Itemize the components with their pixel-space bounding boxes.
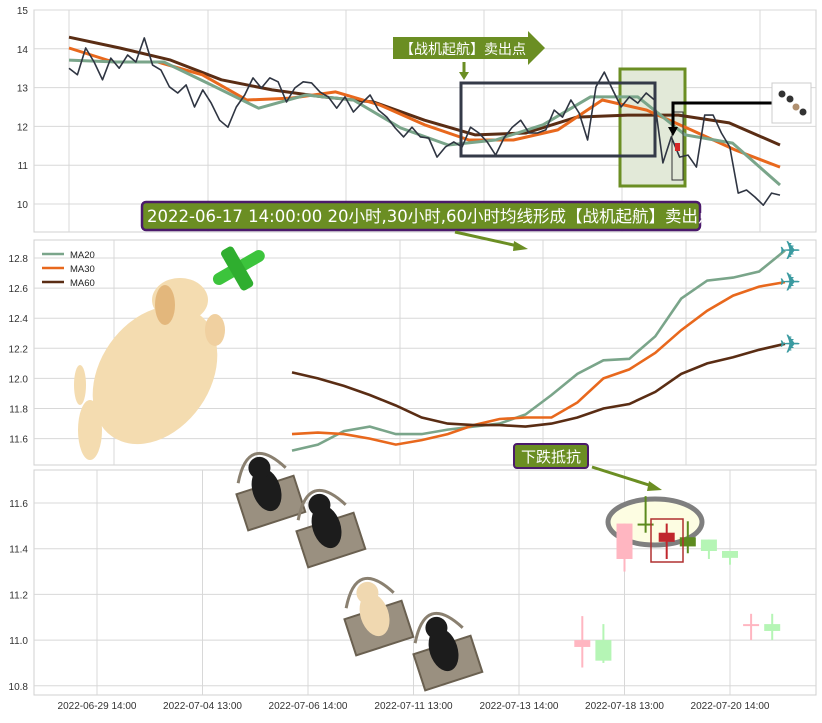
x-tick-label: 2022-07-18 13:00 — [585, 701, 664, 712]
sell-signal-arrow: 【战机起航】卖出点 — [393, 31, 545, 80]
dog-body — [311, 505, 342, 549]
caption-box: 2022-06-17 14:00:00 20小时,30小时,60小时均线形成【战… — [140, 200, 714, 232]
mid-ma20-line — [291, 249, 786, 452]
candle-body — [637, 523, 654, 526]
dog-with-plane-illustration — [74, 246, 265, 460]
candle-body — [764, 624, 781, 631]
red-candle-highlight-box — [650, 518, 684, 563]
cable-car-dog — [343, 576, 415, 657]
y-tick-label: 10.8 — [9, 682, 29, 693]
pointer-arrowhead — [668, 127, 678, 136]
y-tick-label: 11.8 — [9, 405, 28, 416]
cable-car-dog — [412, 611, 484, 692]
caption-arrowhead — [513, 241, 528, 251]
mid-ma30-line — [291, 280, 786, 446]
top-price-line — [68, 37, 781, 206]
sell-arrow-label: 【战机起航】卖出点 — [400, 42, 526, 58]
top-series — [68, 35, 781, 206]
dog-head — [425, 616, 448, 639]
x-tick-label: 2022-06-29 14:00 — [58, 701, 137, 712]
airplane-icon: ✈ — [779, 329, 801, 359]
y-tick-label: 11.2 — [9, 590, 28, 601]
dog-body — [251, 468, 282, 512]
consolidation-box — [459, 81, 657, 158]
resistance-arrow-line — [591, 465, 653, 488]
resistance-label-box: 下跌抵抗 — [513, 443, 589, 469]
cable-car-hanger — [413, 611, 464, 644]
cable-car-hanger — [296, 488, 347, 521]
candle-body — [616, 523, 633, 559]
legend-label-ma30: MA30 — [70, 264, 95, 275]
y-tick-label: 12 — [17, 122, 29, 133]
cable-car-dogs — [235, 451, 484, 692]
cable-car-dog — [235, 451, 307, 532]
x-tick-label: 2022-07-04 13:00 — [163, 701, 242, 712]
y-tick-label: 15 — [17, 6, 29, 17]
legend-label-ma60: MA60 — [70, 278, 95, 289]
y-tick-label: 12.4 — [9, 314, 29, 325]
candle-body — [700, 539, 717, 551]
cable-car-hanger — [344, 576, 395, 609]
airplane-icon: ✈ — [779, 267, 801, 297]
legend-label-ma20: MA20 — [70, 250, 95, 261]
y-tick-label: 11.6 — [9, 499, 28, 510]
dogs-thumbnail — [771, 82, 812, 124]
legend: MA20 MA30 MA60 — [42, 250, 95, 289]
dog-body — [359, 593, 390, 637]
x-tick-label: 2022-07-13 14:00 — [480, 701, 559, 712]
x-tick-label: 2022-07-06 14:00 — [269, 701, 348, 712]
candle-body — [658, 532, 675, 542]
y-tick-label: 11.4 — [9, 545, 28, 556]
middle-series — [291, 249, 786, 452]
candlesticks — [574, 496, 781, 668]
x-tick-label: 2022-07-20 14:00 — [691, 701, 770, 712]
candle-body — [595, 640, 612, 661]
y-tick-label: 13 — [17, 84, 29, 95]
candle-body — [574, 640, 591, 647]
axis-ticks: 10 11 12 13 14 15 11.6 11.8 12.0 12.2 12.4 12.6 12.8… — [9, 6, 770, 712]
y-tick-label: 12.8 — [9, 254, 29, 265]
y-tick-label: 10 — [17, 200, 29, 211]
mid-ma60-line — [291, 342, 786, 428]
candle-body — [679, 537, 696, 547]
dog-head — [356, 581, 379, 604]
candle-body — [722, 550, 738, 558]
caption-text: 2022-06-17 14:00:00 20小时,30小时,60小时均线形成【战… — [147, 207, 714, 226]
dog-head — [248, 456, 271, 479]
y-tick-label: 12.6 — [9, 284, 29, 295]
dog-head — [308, 493, 331, 516]
resistance-label: 下跌抵抗 — [521, 448, 581, 466]
y-tick-label: 11.6 — [9, 435, 28, 446]
y-tick-label: 11.0 — [9, 636, 28, 647]
y-tick-label: 12.2 — [9, 344, 29, 355]
pointer-line — [671, 101, 775, 128]
resistance-arrowhead — [647, 481, 662, 491]
y-tick-label: 12.0 — [9, 374, 29, 385]
airplane-icon: ✈ — [779, 235, 801, 265]
dog-body — [428, 628, 459, 672]
airplane-icons: ✈✈✈ — [779, 235, 801, 358]
caption-arrow-line — [454, 230, 519, 248]
small-candle-box — [671, 111, 684, 181]
x-tick-label: 2022-07-11 13:00 — [374, 701, 453, 712]
y-tick-label: 11 — [18, 161, 29, 172]
red-candle-mark — [675, 143, 680, 151]
candle-body — [743, 624, 760, 627]
cable-car-dog — [295, 488, 367, 569]
cable-car-hanger — [236, 451, 287, 484]
y-tick-label: 14 — [17, 45, 29, 56]
top-ma20-line — [68, 58, 781, 187]
